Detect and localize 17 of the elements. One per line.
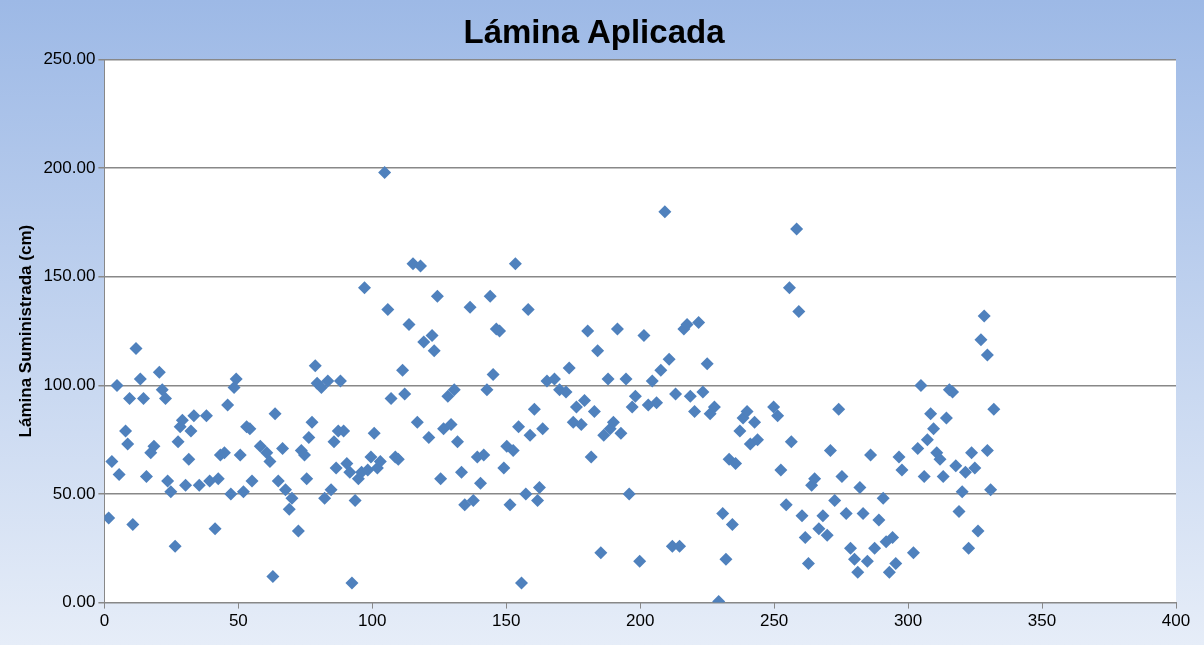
y-tick-label: 250.00 (43, 49, 96, 69)
x-tick-label: 350 (1027, 611, 1057, 631)
x-tick-label: 100 (358, 611, 387, 631)
x-tick-label: 300 (893, 611, 923, 631)
x-tick-label: 250 (759, 611, 789, 631)
y-tick-label: 150.00 (43, 266, 96, 286)
x-tick-label: 150 (492, 611, 521, 631)
y-tick-label: 100.00 (43, 375, 96, 395)
y-tick-label: 200.00 (43, 157, 96, 177)
y-tick-label: 50.00 (52, 483, 96, 503)
x-tick-label: 400 (1161, 611, 1191, 631)
x-tick-label: 50 (228, 611, 248, 631)
x-tick-label: 200 (626, 611, 655, 631)
y-tick-label: 0.00 (62, 592, 96, 612)
y-axis-title: Lámina Suministrada (cm) (15, 224, 35, 438)
chart-title: Lámina Aplicada (463, 12, 726, 50)
x-tick-label: 0 (99, 611, 110, 631)
